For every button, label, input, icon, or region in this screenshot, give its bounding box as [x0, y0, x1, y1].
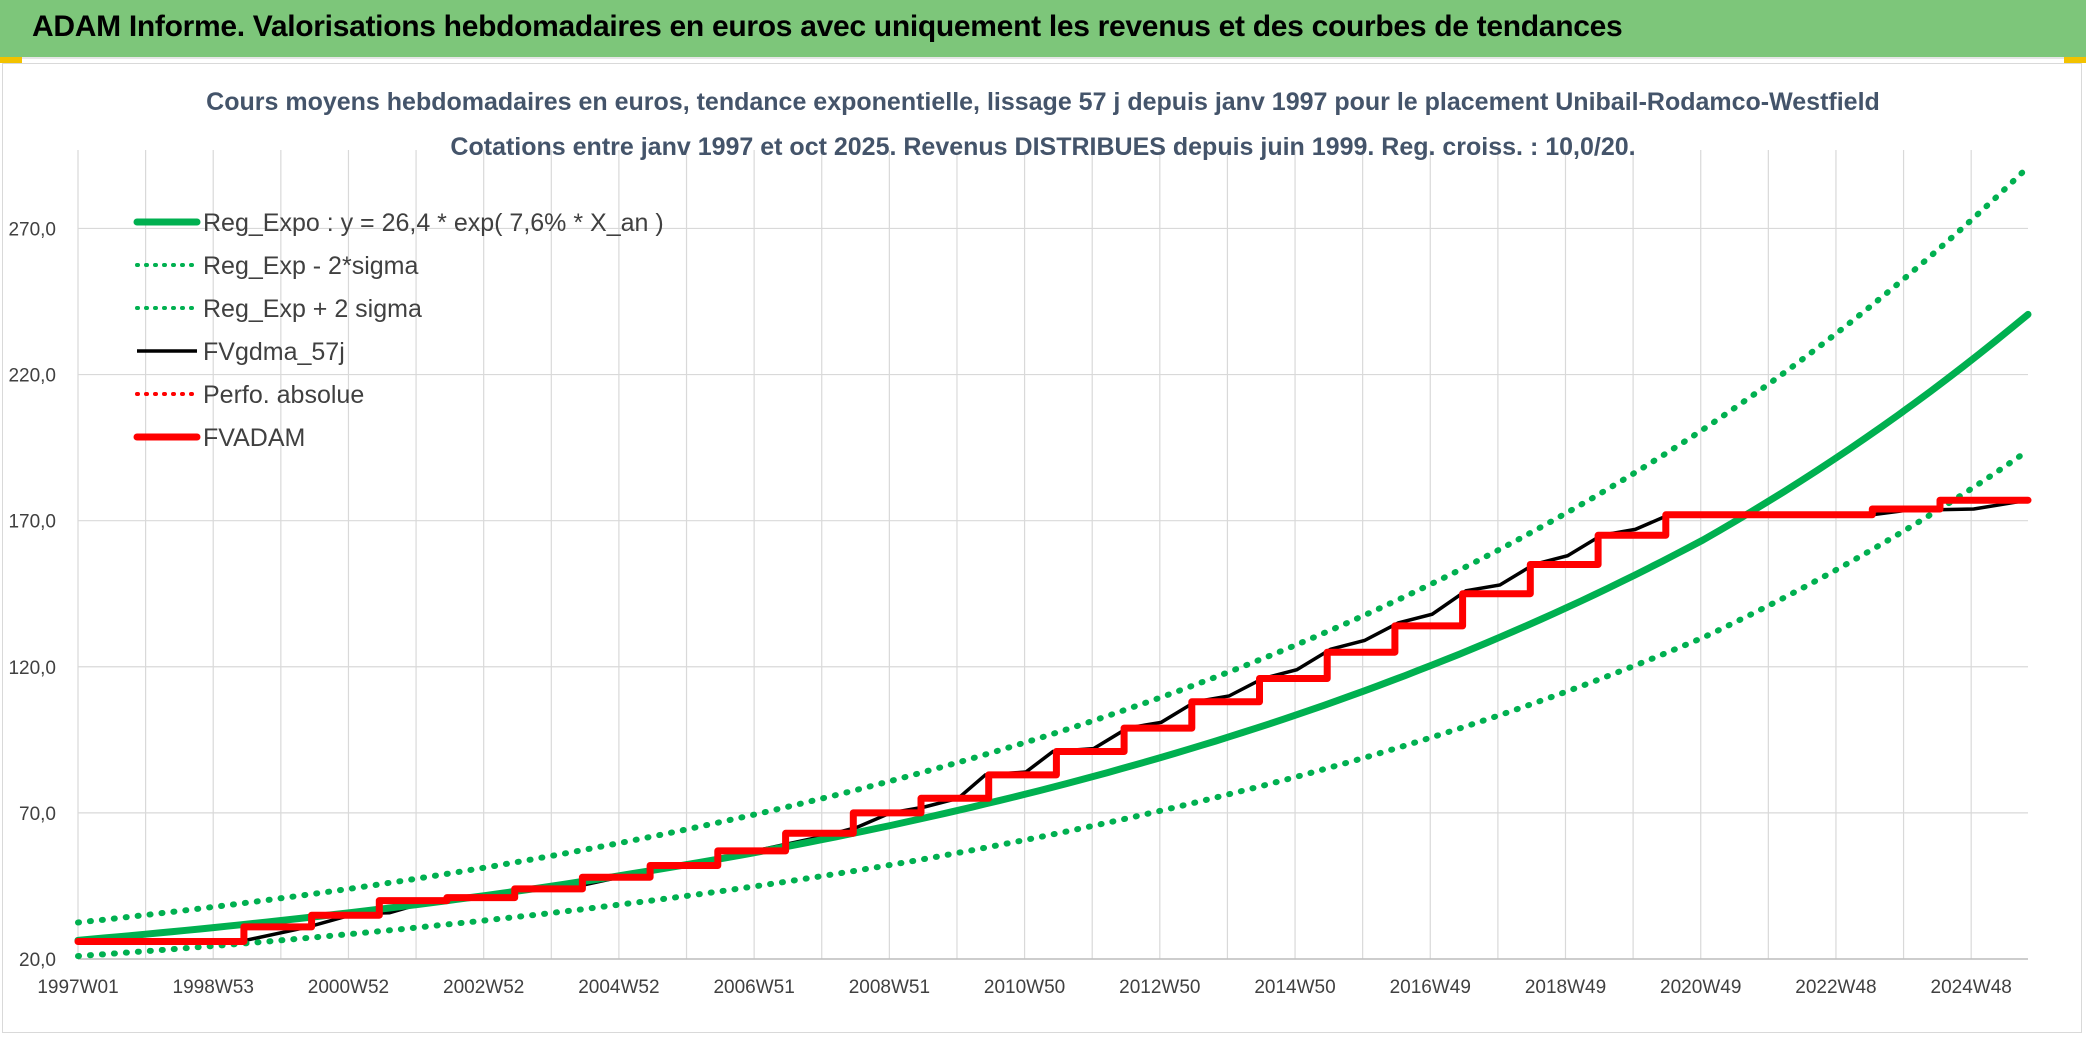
banner-corner-left: [0, 57, 22, 63]
series-line-3: [77, 498, 2029, 944]
series-line-2: [75, 164, 2031, 926]
x-tick-label: 2016W49: [1390, 977, 1471, 998]
x-tick-label: 2008W51: [849, 977, 930, 998]
y-tick-label: 20,0: [19, 950, 56, 971]
x-tick-label: 2020W49: [1660, 977, 1741, 998]
x-tick-label: 1997W01: [37, 977, 118, 998]
report-banner: ADAM Informe. Valorisations hebdomadaire…: [0, 0, 2086, 63]
x-tick-label: 2024W48: [1931, 977, 2012, 998]
chart-subtitle: Cotations entre janv 1997 et oct 2025. R…: [450, 133, 1635, 161]
x-tick-label: 2000W52: [308, 977, 389, 998]
banner-corner-right: [2064, 57, 2086, 63]
report-title: ADAM Informe. Valorisations hebdomadaire…: [32, 10, 1623, 43]
x-tick-label: 2010W50: [984, 977, 1065, 998]
series-line-5: [74, 496, 2032, 945]
y-tick-label: 120,0: [8, 658, 56, 679]
series-line-1: [75, 447, 2031, 960]
x-axis-ticks: 1997W01 1998W53 2000W52 2002W52 2004W52 2006W…: [37, 977, 2012, 998]
y-axis-ticks: 20,0 70,0 120,0 170,0 220,0 270,0: [8, 219, 56, 971]
chart-series: [74, 164, 2032, 960]
x-tick-label: 2012W50: [1119, 977, 1200, 998]
y-tick-label: 220,0: [8, 366, 56, 387]
legend-entry: FVADAM: [203, 424, 305, 452]
y-tick-label: 170,0: [8, 512, 56, 533]
x-tick-label: 2006W51: [713, 977, 794, 998]
x-tick-label: 2002W52: [443, 977, 524, 998]
legend-entry: FVgdma_57j: [203, 338, 345, 366]
x-tick-label: 2014W50: [1254, 977, 1335, 998]
y-tick-label: 270,0: [8, 219, 56, 240]
y-tick-label: 70,0: [19, 804, 56, 825]
legend-entry: Reg_Exp - 2*sigma: [203, 252, 418, 280]
x-tick-label: 2018W49: [1525, 977, 1606, 998]
x-tick-label: 2004W52: [578, 977, 659, 998]
legend-entry: Reg_Expo : y = 26,4 * exp( 7,6% * X_an ): [203, 209, 664, 237]
series-line-0: [74, 310, 2032, 944]
chart-legend: Reg_Expo : y = 26,4 * exp( 7,6% * X_an )…: [133, 209, 664, 452]
chart-title: Cours moyens hebdomadaires en euros, ten…: [206, 88, 1880, 116]
chart-gridlines: [77, 150, 2028, 960]
chart-frame: [2, 63, 2082, 1033]
x-tick-label: 1998W53: [173, 977, 254, 998]
x-tick-label: 2022W48: [1795, 977, 1876, 998]
legend-entry: Perfo. absolue: [203, 381, 364, 409]
legend-entry: Reg_Exp + 2 sigma: [203, 295, 422, 323]
